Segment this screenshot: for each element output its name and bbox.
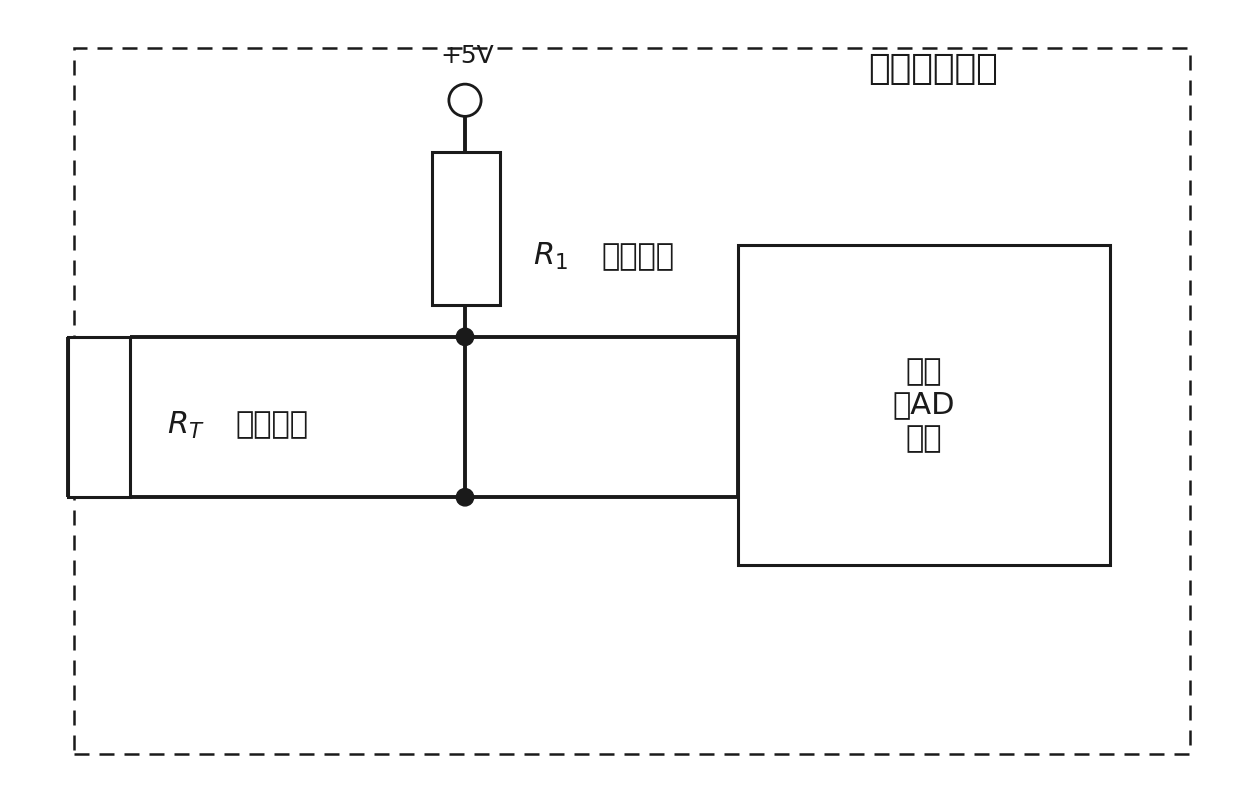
Text: 遥测采集模块: 遥测采集模块 — [868, 52, 998, 86]
Text: $R_T$: $R_T$ — [167, 410, 205, 440]
Bar — [738, 245, 1110, 565]
Text: 基准电阻: 基准电阻 — [601, 242, 675, 271]
Bar — [68, 337, 130, 497]
Bar — [432, 152, 500, 305]
Ellipse shape — [456, 488, 474, 506]
Ellipse shape — [456, 328, 474, 346]
Text: +5V: +5V — [440, 44, 494, 68]
Bar — [74, 48, 1190, 754]
Ellipse shape — [449, 84, 481, 116]
Text: 热敏电阻: 热敏电阻 — [236, 411, 309, 439]
Text: $R_1$: $R_1$ — [533, 241, 568, 272]
Text: 选通
和AD
电路: 选通 和AD 电路 — [893, 357, 955, 453]
